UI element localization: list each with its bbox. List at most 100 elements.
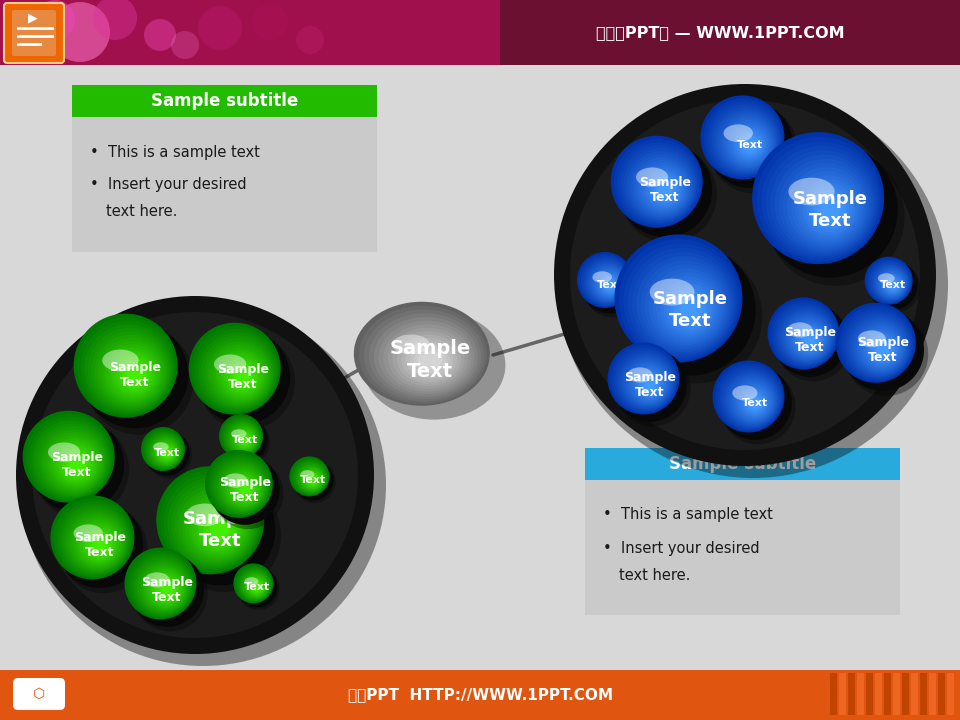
Ellipse shape xyxy=(231,429,247,438)
Ellipse shape xyxy=(725,120,772,166)
Ellipse shape xyxy=(866,258,912,304)
Text: Sample
Text: Sample Text xyxy=(624,371,676,400)
Ellipse shape xyxy=(782,312,832,362)
Ellipse shape xyxy=(56,444,97,485)
Ellipse shape xyxy=(302,469,323,490)
Ellipse shape xyxy=(141,564,188,611)
Ellipse shape xyxy=(587,261,629,304)
Ellipse shape xyxy=(738,386,770,418)
Ellipse shape xyxy=(648,269,725,345)
Ellipse shape xyxy=(230,426,257,452)
Ellipse shape xyxy=(633,157,692,217)
Ellipse shape xyxy=(733,382,774,421)
Ellipse shape xyxy=(582,256,638,314)
Ellipse shape xyxy=(770,300,838,369)
Ellipse shape xyxy=(712,107,780,174)
Ellipse shape xyxy=(636,160,690,215)
Ellipse shape xyxy=(789,319,828,359)
Ellipse shape xyxy=(143,428,184,470)
Ellipse shape xyxy=(210,344,270,404)
Ellipse shape xyxy=(639,374,660,395)
Ellipse shape xyxy=(20,304,386,666)
FancyBboxPatch shape xyxy=(0,0,960,65)
Circle shape xyxy=(252,4,288,40)
Ellipse shape xyxy=(64,510,128,572)
Ellipse shape xyxy=(608,343,680,415)
Ellipse shape xyxy=(242,572,270,600)
Ellipse shape xyxy=(643,168,684,210)
Circle shape xyxy=(27,27,63,63)
Ellipse shape xyxy=(410,344,450,375)
Text: Sample
Text: Sample Text xyxy=(784,325,836,354)
Ellipse shape xyxy=(57,502,143,588)
Text: Text: Text xyxy=(880,280,906,290)
Ellipse shape xyxy=(813,194,847,226)
Ellipse shape xyxy=(401,338,458,381)
Ellipse shape xyxy=(207,341,272,406)
Ellipse shape xyxy=(865,257,913,305)
Ellipse shape xyxy=(41,429,106,494)
Ellipse shape xyxy=(234,368,252,386)
Ellipse shape xyxy=(225,420,260,455)
Ellipse shape xyxy=(207,452,272,517)
Ellipse shape xyxy=(199,333,295,430)
Ellipse shape xyxy=(844,311,912,379)
Ellipse shape xyxy=(730,377,776,424)
Ellipse shape xyxy=(378,320,474,394)
Ellipse shape xyxy=(307,474,319,486)
Ellipse shape xyxy=(146,432,192,478)
Ellipse shape xyxy=(57,501,132,577)
Ellipse shape xyxy=(588,264,628,302)
Ellipse shape xyxy=(600,275,619,294)
Circle shape xyxy=(296,26,324,54)
Ellipse shape xyxy=(156,579,178,600)
Ellipse shape xyxy=(795,325,824,354)
Ellipse shape xyxy=(752,132,884,264)
Ellipse shape xyxy=(298,464,325,492)
Text: Sample
Text: Sample Text xyxy=(219,476,271,504)
FancyBboxPatch shape xyxy=(585,480,900,615)
Ellipse shape xyxy=(756,137,882,262)
Ellipse shape xyxy=(850,316,909,377)
Ellipse shape xyxy=(746,394,764,412)
Ellipse shape xyxy=(144,572,170,588)
Ellipse shape xyxy=(654,179,677,202)
Circle shape xyxy=(50,2,110,62)
Ellipse shape xyxy=(48,443,81,462)
Ellipse shape xyxy=(656,181,674,199)
Ellipse shape xyxy=(150,573,182,606)
FancyBboxPatch shape xyxy=(13,678,65,710)
Ellipse shape xyxy=(181,492,252,562)
Ellipse shape xyxy=(113,354,155,395)
Circle shape xyxy=(93,0,137,40)
Text: ⬡: ⬡ xyxy=(33,687,45,701)
Ellipse shape xyxy=(725,373,779,427)
Ellipse shape xyxy=(820,200,840,220)
Ellipse shape xyxy=(617,352,675,410)
Ellipse shape xyxy=(236,566,273,602)
Ellipse shape xyxy=(720,115,775,170)
Ellipse shape xyxy=(606,281,614,289)
Ellipse shape xyxy=(299,466,324,492)
Ellipse shape xyxy=(717,112,777,171)
Ellipse shape xyxy=(238,568,279,610)
Ellipse shape xyxy=(862,329,901,369)
Ellipse shape xyxy=(674,294,706,326)
Ellipse shape xyxy=(610,345,679,413)
Ellipse shape xyxy=(38,426,108,495)
Ellipse shape xyxy=(737,132,762,158)
Ellipse shape xyxy=(168,479,281,592)
Ellipse shape xyxy=(875,342,891,358)
Text: Text: Text xyxy=(232,435,258,445)
Ellipse shape xyxy=(741,137,758,153)
Ellipse shape xyxy=(701,96,784,179)
Ellipse shape xyxy=(617,142,700,225)
Text: •  This is a sample text: • This is a sample text xyxy=(603,508,773,523)
Ellipse shape xyxy=(224,358,261,395)
Ellipse shape xyxy=(762,143,898,278)
Ellipse shape xyxy=(620,145,699,223)
Ellipse shape xyxy=(841,308,913,380)
Text: Text: Text xyxy=(597,280,623,290)
Ellipse shape xyxy=(149,435,181,467)
Ellipse shape xyxy=(222,417,262,456)
